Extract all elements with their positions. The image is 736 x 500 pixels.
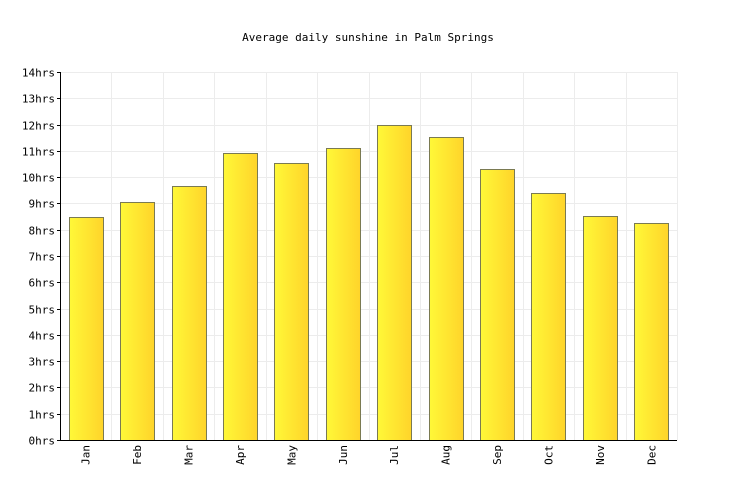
bar-feb bbox=[120, 202, 155, 441]
grid-lines bbox=[60, 72, 678, 441]
y-tick-label: 12hrs bbox=[22, 120, 55, 133]
bar-dec bbox=[634, 223, 669, 441]
x-tick-label: Dec bbox=[645, 445, 658, 465]
y-tick-label: 1hrs bbox=[29, 409, 56, 422]
x-tick-label: Mar bbox=[183, 445, 196, 465]
y-tick-label: 2hrs bbox=[29, 382, 56, 395]
x-tick-label: Feb bbox=[131, 445, 144, 465]
bar-may bbox=[274, 163, 309, 441]
x-tick-label: Nov bbox=[594, 445, 607, 465]
bar-jun bbox=[326, 148, 361, 441]
y-tick-label: 14hrs bbox=[22, 67, 55, 80]
y-tick-label: 13hrs bbox=[22, 93, 55, 106]
y-tick-label: 0hrs bbox=[29, 435, 56, 448]
y-tick-label: 6hrs bbox=[29, 277, 56, 290]
x-tick-label: Oct bbox=[542, 445, 555, 465]
y-tick-label: 7hrs bbox=[29, 251, 56, 264]
y-tick-label: 11hrs bbox=[22, 146, 55, 159]
bar-sep bbox=[480, 169, 515, 441]
x-tick-label: Apr bbox=[234, 445, 247, 465]
y-tick-label: 9hrs bbox=[29, 198, 56, 211]
y-axis-tick-labels: 0hrs 1hrs 2hrs 3hrs 4hrs 5hrs 6hrs 7hrs 8hrs 9hrs… bbox=[22, 67, 60, 448]
bar-jan bbox=[69, 217, 104, 441]
y-tick-label: 3hrs bbox=[29, 356, 56, 369]
bar-aug bbox=[429, 137, 464, 441]
x-tick-label: Aug bbox=[440, 445, 453, 465]
bar-jul bbox=[377, 125, 412, 441]
x-tick-label: Jul bbox=[388, 445, 401, 465]
chart-title: Average daily sunshine in Palm Springs bbox=[242, 31, 494, 44]
bar-nov bbox=[583, 216, 618, 441]
y-tick-label: 10hrs bbox=[22, 172, 55, 185]
y-tick-label: 8hrs bbox=[29, 225, 56, 238]
x-tick-label: May bbox=[285, 445, 298, 465]
y-tick-label: 4hrs bbox=[29, 330, 56, 343]
bars bbox=[69, 125, 669, 441]
x-tick-label: Jun bbox=[337, 445, 350, 465]
bar-apr bbox=[223, 153, 258, 441]
axes bbox=[60, 72, 677, 441]
y-tick-label: 5hrs bbox=[29, 304, 56, 317]
x-tick-label: Sep bbox=[491, 445, 504, 465]
x-axis-tick-labels: Jan Feb Mar Apr May Jun Jul Aug Sep Oct Nov Dec bbox=[80, 445, 659, 465]
bar-mar bbox=[172, 186, 207, 441]
bar-oct bbox=[531, 193, 566, 441]
x-tick-label: Jan bbox=[80, 445, 93, 465]
